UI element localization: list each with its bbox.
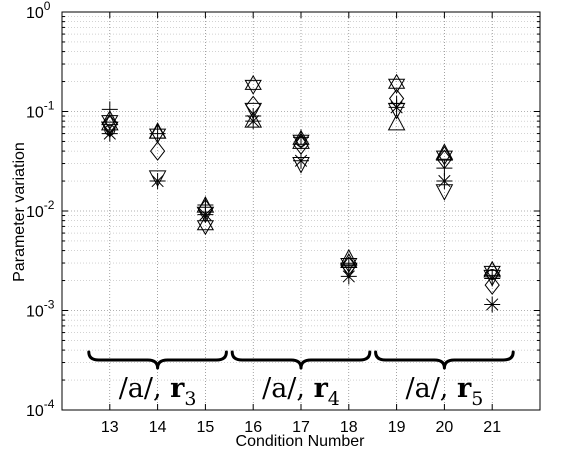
marker-star xyxy=(436,173,453,190)
marker-hexagram xyxy=(483,260,501,281)
marker-hexagram xyxy=(244,74,262,95)
marker-triangle-down xyxy=(339,262,358,280)
marker-diamond xyxy=(245,95,261,116)
marker-hexagram xyxy=(435,145,454,166)
tick-labels: 13 14 15 16 17 18 19 20 21 10-4 10-3 10-2 10-1 100 xyxy=(26,0,501,436)
marker-circle xyxy=(295,135,307,147)
marker-hexagram xyxy=(387,73,406,94)
marker-diamond xyxy=(388,88,405,109)
x-tick-label: 14 xyxy=(149,419,167,436)
marker-triangle-up xyxy=(435,143,454,160)
data-markers xyxy=(100,73,502,313)
group-brace xyxy=(230,350,372,370)
x-tick-label: 15 xyxy=(197,419,215,436)
marker-star xyxy=(484,296,501,313)
marker-hexagram xyxy=(101,110,119,131)
marker-star xyxy=(340,268,357,285)
group-label: /a/, r3 xyxy=(119,373,197,410)
group-brace xyxy=(374,350,515,370)
x-tick-label: 19 xyxy=(388,419,406,436)
marker-triangle-down xyxy=(196,206,215,224)
marker-circle xyxy=(486,269,498,281)
marker-triangle-down xyxy=(244,102,263,120)
y-tick-label: 10-4 xyxy=(26,397,55,420)
marker-triangle-up xyxy=(387,113,406,131)
y-tick-label: 100 xyxy=(26,0,51,22)
marker-plus xyxy=(484,270,501,287)
marker-hexagram xyxy=(292,129,310,150)
annotations: /a/, r3/a/, r4/a/, r5 xyxy=(87,350,515,410)
marker-plus xyxy=(293,129,309,146)
x-tick-label: 20 xyxy=(436,419,454,436)
marker-hexagram xyxy=(340,253,358,274)
marker-triangle-down xyxy=(100,121,119,139)
marker-diamond xyxy=(149,141,166,161)
marker-triangle-up xyxy=(196,196,215,213)
group-brace xyxy=(87,350,228,370)
marker-triangle-down xyxy=(148,170,167,187)
x-tick-label: 17 xyxy=(292,419,310,436)
marker-triangle-down xyxy=(435,184,454,201)
group-label: /a/, r4 xyxy=(262,373,340,410)
x-tick-label: 13 xyxy=(101,419,119,436)
group-label: /a/, r5 xyxy=(406,373,484,410)
x-tick-label: 16 xyxy=(244,419,262,436)
y-tick-label: 10-2 xyxy=(26,198,55,221)
x-tick-label: 18 xyxy=(340,419,358,436)
marker-triangle-up xyxy=(339,248,358,266)
marker-circle xyxy=(104,124,116,136)
axes xyxy=(61,11,541,411)
marker-hexagram xyxy=(148,123,167,144)
marker-hexagram xyxy=(196,215,215,236)
y-axis-label: Parameter variation xyxy=(11,142,28,282)
marker-triangle-down xyxy=(387,102,406,120)
marker-triangle-down xyxy=(292,157,310,174)
marker-triangle-up xyxy=(244,111,263,128)
grid xyxy=(62,12,540,411)
marker-star xyxy=(293,152,309,169)
x-tick-label: 21 xyxy=(483,419,501,436)
marker-diamond xyxy=(484,275,500,295)
y-tick-label: 10-1 xyxy=(26,99,55,122)
marker-star xyxy=(197,206,214,223)
y-tick-label: 10-3 xyxy=(26,298,55,321)
x-axis-label: Condition Number xyxy=(236,433,366,450)
